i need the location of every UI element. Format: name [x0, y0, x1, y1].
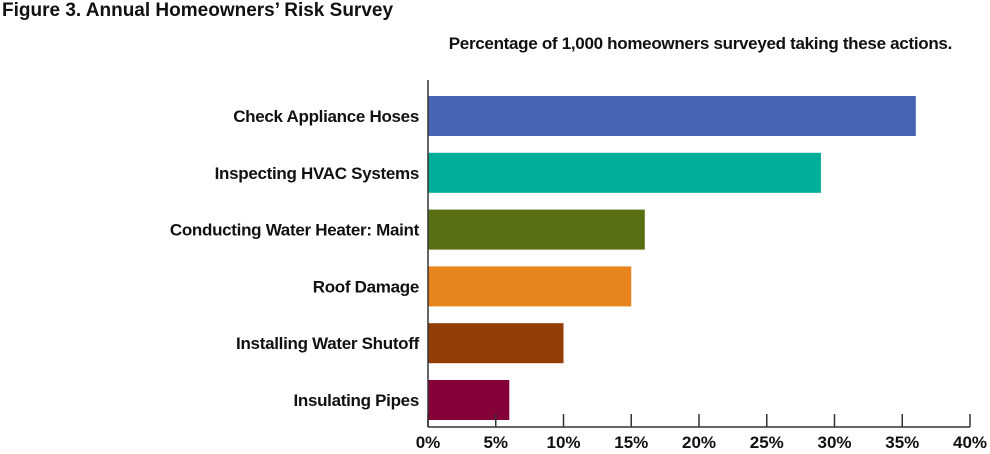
bar-conducting-water-heater-maint — [428, 209, 645, 250]
category-labels: Check Appliance Hoses Inspecting HVAC Sys… — [170, 107, 420, 410]
chart-subtitle: Percentage of 1,000 homeowners surveyed … — [448, 34, 953, 53]
x-axis: 0% 5% 10% 15% 20% 25% 30% 35% 40% — [416, 80, 987, 452]
x-tick-label-35: 35% — [885, 433, 919, 452]
x-tick-label-40: 40% — [953, 433, 987, 452]
bar-check-appliance-hoses — [428, 96, 916, 136]
figure-title: Figure 3. Annual Homeowners’ Risk Survey — [2, 0, 394, 21]
x-tick-label-30: 30% — [817, 433, 851, 452]
x-tick-label-5: 5% — [483, 433, 508, 452]
category-label-conducting-water-heater-maint: Conducting Water Heater: Maint — [170, 221, 420, 240]
x-tick-label-0: 0% — [416, 433, 441, 452]
bar-installing-water-shutoff — [428, 323, 564, 364]
bar-inspecting-hvac-systems — [428, 152, 821, 193]
x-tick-label-15: 15% — [614, 433, 648, 452]
category-label-installing-water-shutoff: Installing Water Shutoff — [236, 334, 420, 353]
x-tick-label-20: 20% — [682, 433, 716, 452]
bar-roof-damage — [428, 266, 632, 307]
bar-group — [428, 96, 916, 420]
bar-insulating-pipes — [428, 380, 510, 420]
x-tick-label-10: 10% — [546, 433, 580, 452]
x-tick-label-25: 25% — [750, 433, 784, 452]
category-label-inspecting-hvac-systems: Inspecting HVAC Systems — [215, 164, 419, 183]
category-label-check-appliance-hoses: Check Appliance Hoses — [233, 107, 419, 126]
category-label-roof-damage: Roof Damage — [313, 277, 419, 296]
category-label-insulating-pipes: Insulating Pipes — [293, 391, 419, 410]
